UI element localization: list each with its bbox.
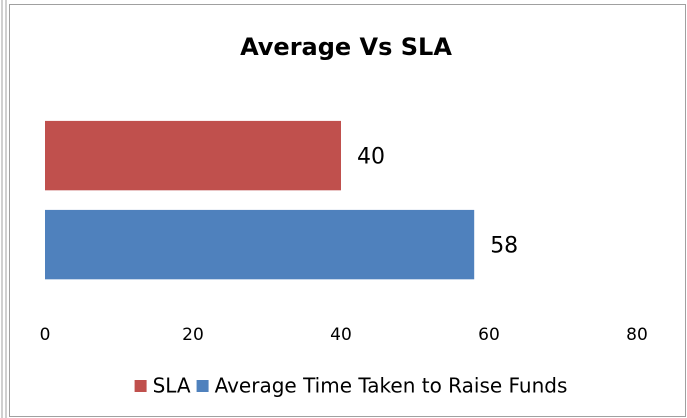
chart-title: Average Vs SLA [240, 33, 452, 61]
legend-label: Average Time Taken to Raise Funds [215, 374, 568, 398]
bar [45, 209, 475, 280]
x-tick-label: 20 [182, 325, 204, 345]
data-label: 58 [490, 234, 518, 259]
legend-swatch [196, 380, 209, 392]
x-tick-label: 40 [330, 325, 352, 345]
bar [45, 120, 341, 191]
x-tick-label: 80 [626, 325, 648, 345]
x-tick-label: 60 [478, 325, 500, 345]
chart-border [9, 4, 686, 417]
data-label: 40 [357, 145, 385, 170]
legend-label: SLA [153, 374, 191, 398]
x-tick-label: 0 [40, 325, 51, 345]
legend-swatch [134, 380, 147, 392]
